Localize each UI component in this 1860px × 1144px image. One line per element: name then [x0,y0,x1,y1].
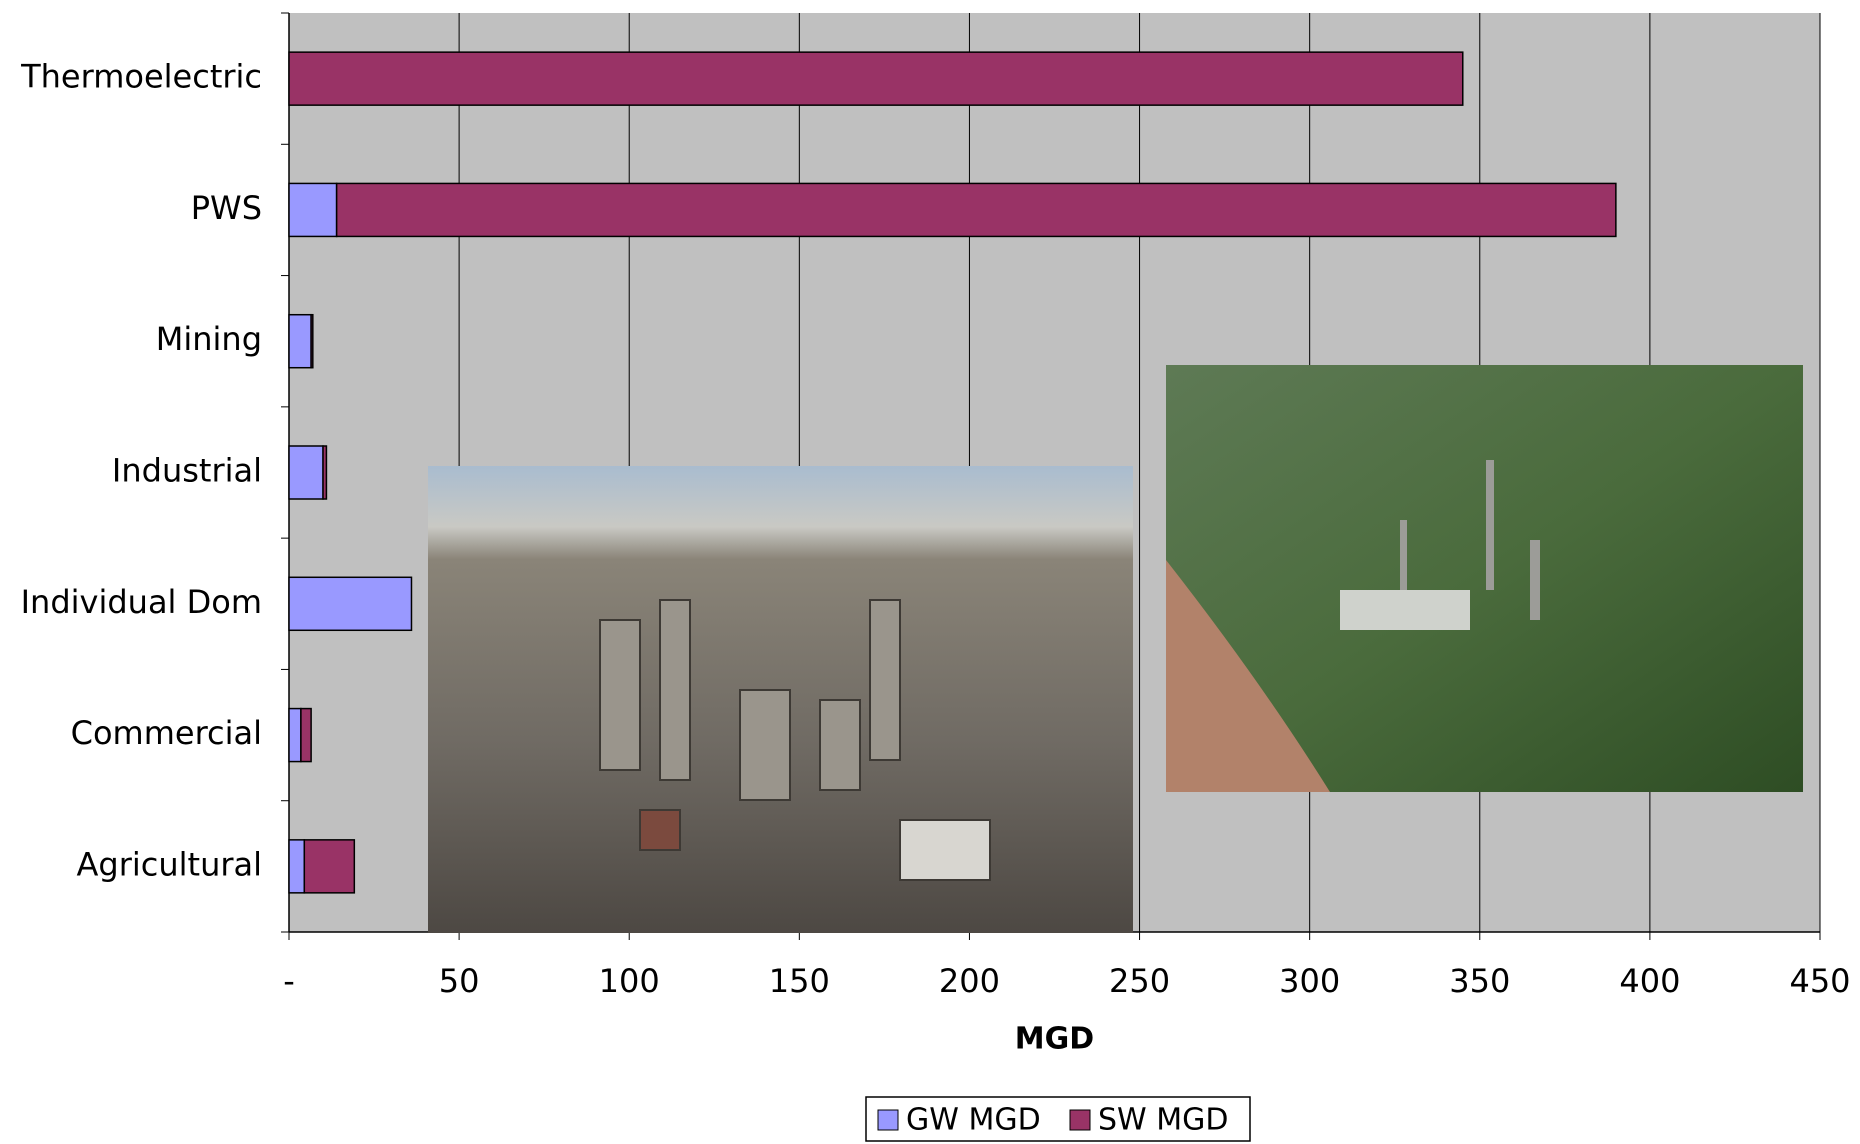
plant-river [1166,560,1330,792]
y-tick-label: PWS [191,189,262,227]
legend-label: SW MGD [1098,1103,1228,1138]
legend-swatch [1069,1109,1091,1131]
legend-box [865,1096,1251,1142]
x-tick-label: 450 [1789,962,1850,1000]
bar [288,313,312,369]
bar [288,576,413,632]
y-tick-label: Thermoelectric [20,58,262,96]
bar [300,707,312,763]
x-tick-label: 350 [1449,962,1510,1000]
x-tick-label: 300 [1279,962,1340,1000]
bar [310,313,314,369]
y-tick-label: Industrial [112,452,262,490]
bar [288,182,338,238]
city-buildings [599,599,991,881]
legend-label: GW MGD [906,1103,1041,1138]
x-tick-label: 50 [439,962,480,1000]
plant-stacks [1340,460,1540,630]
legend-swatch [877,1109,899,1131]
bar [303,839,356,894]
x-tick-label: - [283,962,295,1000]
bar [288,51,1464,106]
bar [288,445,324,500]
legend: GW MGD SW MGD [865,1096,1251,1142]
bar [335,182,1617,238]
x-tick-label: 400 [1619,962,1680,1000]
x-tick-label: 150 [769,962,830,1000]
bar [288,707,302,763]
x-axis-label: MGD [1015,1022,1094,1057]
bar [322,445,328,500]
x-tick-label: 200 [939,962,1000,1000]
x-tick-label: 250 [1109,962,1170,1000]
bar [288,839,306,894]
x-tick-label: 100 [599,962,660,1000]
photos [428,365,1803,933]
y-tick-label: Individual Dom [21,583,262,621]
y-tick-label: Agricultural [77,845,263,883]
y-tick-label: Commercial [71,714,262,752]
y-tick-label: Mining [156,320,262,358]
